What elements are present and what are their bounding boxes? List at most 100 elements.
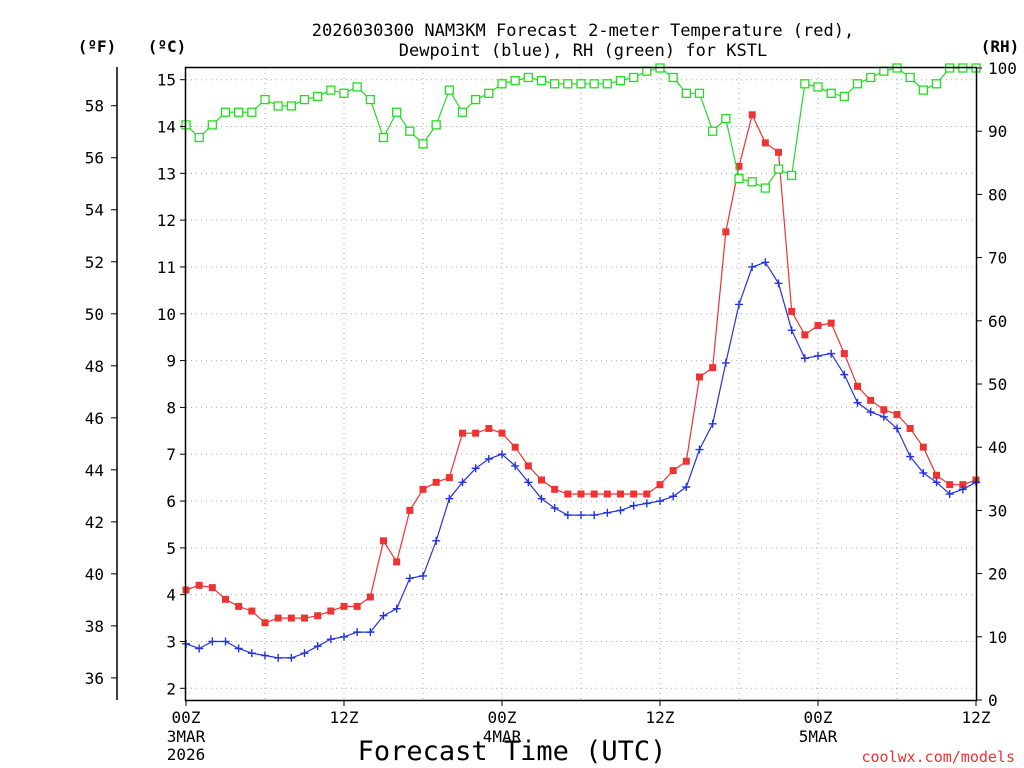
dewpoint-point xyxy=(642,499,651,508)
dewpoint-point xyxy=(616,506,625,515)
rh-point xyxy=(668,72,678,83)
dewpoint-point xyxy=(787,326,796,335)
rh-point xyxy=(286,101,296,111)
dewpoint-point xyxy=(366,628,375,637)
dewpoint-point xyxy=(603,508,612,517)
temperature-point xyxy=(775,148,782,156)
celsius-tick-label: 4 xyxy=(166,586,176,605)
fahrenheit-tick-label: 50 xyxy=(85,305,104,324)
x-tick-date-label: 4MAR xyxy=(483,727,522,746)
dewpoint-point xyxy=(721,358,730,367)
x-tick-date-label: 5MAR xyxy=(799,727,838,746)
rh-point xyxy=(405,126,415,136)
rh-tick-label: 20 xyxy=(988,565,1007,584)
rh-tick-label: 90 xyxy=(988,122,1007,141)
celsius-tick-label: 13 xyxy=(157,164,176,183)
dewpoint-point xyxy=(708,419,717,428)
temperature-point xyxy=(801,331,809,339)
rh-point xyxy=(852,79,863,89)
temperature-point xyxy=(195,581,203,589)
rh-point xyxy=(747,177,757,187)
temperature-point xyxy=(485,424,493,432)
temperature-point xyxy=(682,457,690,465)
temperature-point xyxy=(617,490,624,498)
dewpoint-point xyxy=(695,445,704,454)
fahrenheit-tick-label: 52 xyxy=(85,253,104,272)
rh-point xyxy=(497,79,507,89)
rh-point xyxy=(760,183,770,193)
dewpoint-point xyxy=(498,450,506,459)
rh-point xyxy=(734,173,744,184)
fahrenheit-tick-label: 58 xyxy=(85,97,104,116)
dewpoint-point xyxy=(300,649,309,658)
fahrenheit-tick-label: 40 xyxy=(85,565,104,584)
dewpoint-point xyxy=(893,424,901,433)
dewpoint-point xyxy=(340,632,348,641)
rh-point xyxy=(931,79,942,89)
rh-point xyxy=(352,82,362,92)
dewpoint-point xyxy=(234,644,243,653)
dewpoint-point xyxy=(866,408,875,417)
dewpoint-point xyxy=(748,262,757,271)
temperature-point xyxy=(406,506,414,514)
dewpoint-point xyxy=(682,482,691,491)
rh-point xyxy=(194,132,204,143)
dewpoint-point xyxy=(287,653,296,662)
dewpoint-point xyxy=(932,478,941,487)
celsius-tick-label: 11 xyxy=(157,258,176,277)
rh-point xyxy=(339,88,349,98)
temperature-point xyxy=(327,607,335,615)
fahrenheit-tick-label: 38 xyxy=(85,617,104,636)
x-tick-label: 12Z xyxy=(330,708,359,727)
temperature-point xyxy=(696,373,703,381)
rh-point xyxy=(813,82,823,92)
dewpoint-point xyxy=(945,490,954,499)
temperature-point xyxy=(511,443,519,451)
dewpoint-point xyxy=(353,628,362,637)
temperature-point xyxy=(577,490,585,498)
x-tick-label: 12Z xyxy=(962,708,991,727)
rh-point xyxy=(299,94,310,105)
dewpoint-point xyxy=(405,574,414,583)
rh-point xyxy=(378,132,389,143)
rh-point xyxy=(273,101,283,111)
temperature-point xyxy=(538,476,545,484)
temperature-point xyxy=(867,396,875,404)
rh-point xyxy=(629,72,639,83)
temperature-point xyxy=(314,612,322,620)
dewpoint-point xyxy=(195,644,204,653)
temperature-point xyxy=(630,490,638,498)
rh-point xyxy=(392,107,402,117)
temperature-point xyxy=(603,490,611,498)
celsius-unit-label: (ºC) xyxy=(148,37,187,56)
dewpoint-point xyxy=(879,412,888,421)
dewpoint-point xyxy=(656,497,664,506)
temperature-point xyxy=(445,474,453,482)
rh-point xyxy=(457,107,468,117)
dewpoint-point xyxy=(906,452,915,461)
rh-point xyxy=(510,75,520,86)
temperature-point xyxy=(761,139,769,147)
rh-tick-label: 70 xyxy=(988,249,1007,268)
rh-point xyxy=(918,85,928,95)
rh-tick-label: 100 xyxy=(988,59,1017,78)
rh-point xyxy=(826,88,836,98)
temperature-point xyxy=(353,602,361,610)
temperature-point xyxy=(393,558,401,566)
rh-point xyxy=(708,126,718,136)
fahrenheit-tick-label: 36 xyxy=(85,669,104,688)
celsius-tick-label: 5 xyxy=(166,539,176,558)
x-tick-date-label: 3MAR xyxy=(167,727,206,746)
dewpoint-point xyxy=(550,504,559,513)
rh-point xyxy=(721,113,731,124)
rh-point xyxy=(563,79,573,89)
rh-point xyxy=(247,107,257,117)
rh-point xyxy=(800,79,810,89)
dewpoint-point xyxy=(208,637,217,646)
rh-point xyxy=(326,85,336,95)
rh-point xyxy=(694,88,705,98)
rh-point xyxy=(839,91,849,102)
celsius-tick-label: 12 xyxy=(157,211,176,230)
